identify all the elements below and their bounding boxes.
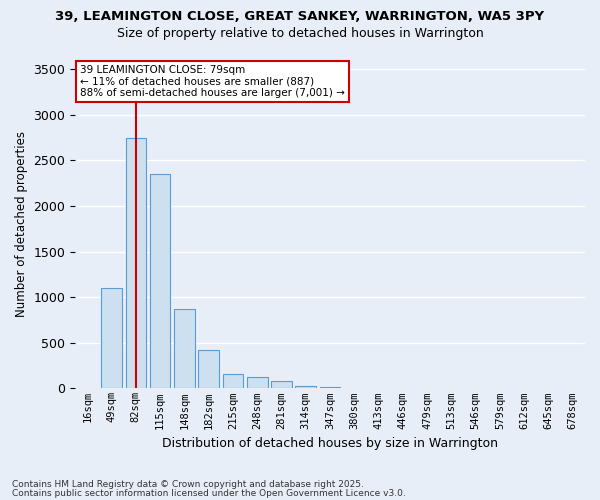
Bar [271, 381, 292, 388]
Bar [320, 387, 340, 388]
X-axis label: Distribution of detached houses by size in Warrington: Distribution of detached houses by size … [162, 437, 498, 450]
Y-axis label: Number of detached properties: Number of detached properties [15, 131, 28, 317]
Text: 39 LEAMINGTON CLOSE: 79sqm
← 11% of detached houses are smaller (887)
88% of sem: 39 LEAMINGTON CLOSE: 79sqm ← 11% of deta… [80, 65, 345, 98]
Bar [199, 350, 219, 389]
Bar [174, 309, 195, 388]
Bar [101, 288, 122, 388]
Bar [125, 138, 146, 388]
Bar [247, 378, 268, 388]
Text: Contains HM Land Registry data © Crown copyright and database right 2025.: Contains HM Land Registry data © Crown c… [12, 480, 364, 489]
Bar [295, 386, 316, 388]
Text: Contains public sector information licensed under the Open Government Licence v3: Contains public sector information licen… [12, 488, 406, 498]
Text: Size of property relative to detached houses in Warrington: Size of property relative to detached ho… [116, 28, 484, 40]
Text: 39, LEAMINGTON CLOSE, GREAT SANKEY, WARRINGTON, WA5 3PY: 39, LEAMINGTON CLOSE, GREAT SANKEY, WARR… [55, 10, 545, 23]
Bar [223, 374, 243, 388]
Bar [150, 174, 170, 388]
